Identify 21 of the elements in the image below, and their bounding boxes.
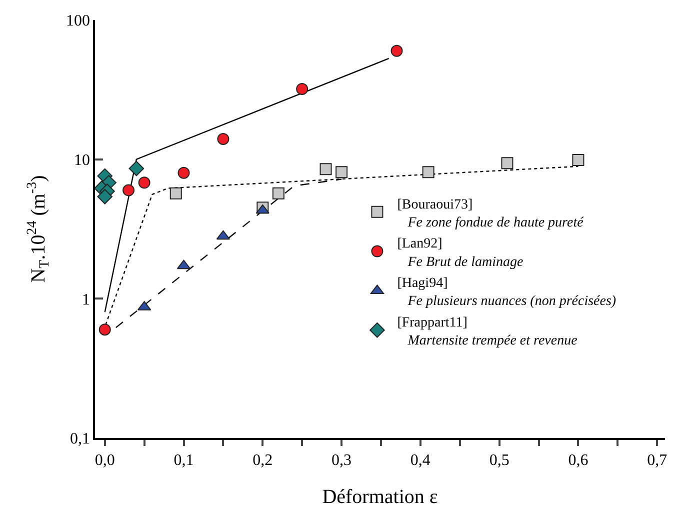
x-tick-label: 0,7 [647, 452, 668, 469]
annotation: Fe plusieurs nuances (non précisées) [406, 294, 616, 310]
annotation: Fe zone fondue de haute pureté [406, 215, 584, 230]
annotation: Fe Brut de laminage [406, 254, 524, 270]
x-tick-label: 0,5 [489, 452, 510, 469]
legend-label: [Frappart11] [397, 315, 468, 330]
legend-label: [Bouraoui73] [397, 197, 473, 212]
legend-label: [Hagi94] [397, 276, 448, 292]
annotation: Martensite trempée et revenue [406, 334, 578, 349]
legend-label: [Lan92] [397, 236, 442, 252]
x-tick-label: 0,3 [332, 452, 352, 469]
x-tick-label: 0,2 [252, 452, 273, 469]
x-tick-label: 0,1 [174, 452, 194, 469]
y-tick-label: 1 [82, 291, 90, 308]
x-tick-label: 0,0 [94, 452, 115, 469]
x-tick-label: 0,6 [568, 452, 588, 469]
x-axis-title: Déformation ε [322, 486, 438, 508]
y-tick-label: 0,1 [70, 430, 90, 448]
y-tick-label: 100 [66, 12, 90, 30]
x-tick-label: 0,4 [410, 452, 430, 469]
y-tick-label: 10 [74, 152, 90, 169]
